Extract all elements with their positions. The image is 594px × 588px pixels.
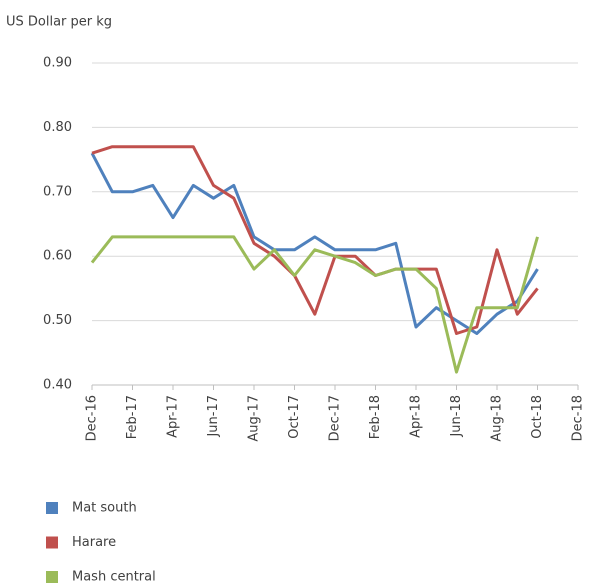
y-tick-label: 0.40 <box>43 378 72 393</box>
x-tick-label: Oct-18 <box>530 395 545 439</box>
x-tick-label: Jun-17 <box>206 395 221 438</box>
x-tick-label: Dec-16 <box>85 395 100 441</box>
legend-swatch <box>46 536 58 549</box>
y-tick-label: 0.50 <box>43 313 72 328</box>
y-tick-label: 0.90 <box>43 56 72 71</box>
x-tick-label: Dec-18 <box>571 395 586 441</box>
legend-label: Harare <box>72 535 116 550</box>
series-line <box>90 235 539 374</box>
legend-swatch <box>46 502 58 514</box>
x-tick-label: Aug-18 <box>490 395 505 442</box>
y-tick-label: 0.80 <box>43 120 72 135</box>
x-tick-label: Aug-17 <box>247 395 262 442</box>
x-tick-label: Apr-18 <box>409 395 424 438</box>
legend-label: Mat south <box>72 501 137 516</box>
series-line <box>90 152 539 335</box>
legend-label: Mash central <box>72 570 156 585</box>
legend-swatch <box>46 571 58 583</box>
y-axis-title: US Dollar per kg <box>6 15 112 30</box>
x-tick-label: Feb-18 <box>368 395 383 439</box>
y-tick-label: 0.70 <box>43 184 72 199</box>
y-tick-label: 0.60 <box>43 249 72 264</box>
series-line <box>91 145 539 335</box>
x-tick-label: Jun-18 <box>449 395 464 438</box>
x-tick-label: Apr-17 <box>166 395 181 438</box>
x-tick-label: Oct-17 <box>287 395 302 439</box>
x-tick-label: Dec-17 <box>328 395 343 441</box>
x-tick-label: Feb-17 <box>125 395 140 439</box>
